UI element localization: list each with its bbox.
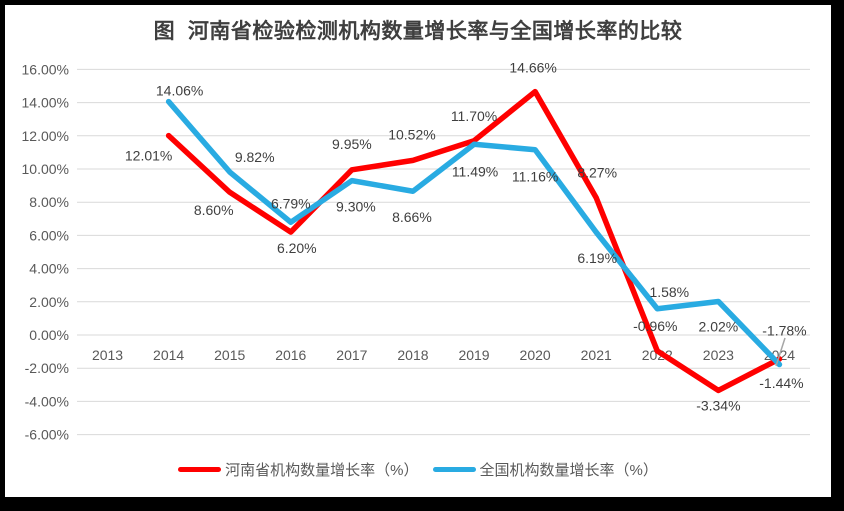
data-label-national: 6.79% <box>271 195 311 211</box>
y-tick-label: 6.00% <box>29 227 69 243</box>
data-label-henan: -0.96% <box>633 318 677 334</box>
data-label-national: 9.30% <box>336 199 376 215</box>
data-label-national: 11.16% <box>512 169 558 185</box>
y-tick-label: 2.00% <box>29 294 69 310</box>
data-label-henan: 6.20% <box>277 240 317 256</box>
data-label-henan: 10.52% <box>388 126 435 142</box>
data-label-national: 11.49% <box>452 163 498 179</box>
x-tick-label: 2021 <box>581 347 612 363</box>
data-label-national: 1.58% <box>649 284 689 300</box>
chart-background <box>5 5 831 497</box>
y-tick-label: -4.00% <box>25 393 69 409</box>
y-tick-label: -2.00% <box>25 360 69 376</box>
series-line-national <box>165 98 783 368</box>
y-tick-label: 10.00% <box>22 161 69 177</box>
legend-swatch-henan <box>178 467 222 472</box>
legend-item-national: 全国机构数量增长率（%） <box>432 459 658 480</box>
legend-label-national: 全国机构数量增长率（%） <box>479 462 658 479</box>
data-label-national: 2.02% <box>699 318 739 334</box>
data-label-henan: 8.27% <box>577 165 617 181</box>
chart-legend: 河南省机构数量增长率（%） 全国机构数量增长率（%） <box>5 459 831 480</box>
x-tick-label: 2015 <box>214 347 245 363</box>
x-tick-label: 2020 <box>520 347 551 363</box>
x-tick-label: 2014 <box>153 347 184 363</box>
data-label-national: -1.78% <box>762 323 806 339</box>
x-tick-label: 2023 <box>703 347 734 363</box>
legend-label-henan: 河南省机构数量增长率（%） <box>225 462 419 479</box>
data-label-henan: 12.01% <box>125 148 172 164</box>
series-line-henan <box>165 88 783 394</box>
y-tick-label: 4.00% <box>29 261 69 277</box>
data-label-henan: -3.34% <box>696 397 740 413</box>
x-tick-label: 2017 <box>336 347 367 363</box>
y-tick-label: 14.00% <box>22 95 69 111</box>
data-label-henan: 9.95% <box>332 136 372 152</box>
data-label-national: 14.06% <box>156 83 203 99</box>
x-tick-label: 2016 <box>275 347 306 363</box>
data-label-henan: -1.44% <box>759 375 803 391</box>
x-tick-label: 2013 <box>92 347 123 363</box>
data-label-henan: 11.70% <box>451 108 497 124</box>
y-tick-label: 8.00% <box>29 194 69 210</box>
data-label-henan: 14.66% <box>509 60 556 76</box>
data-label-national: 6.19% <box>577 250 617 266</box>
legend-item-henan: 河南省机构数量增长率（%） <box>178 459 419 480</box>
y-tick-label: 0.00% <box>29 327 69 343</box>
y-tick-label: 12.00% <box>22 128 69 144</box>
cursor-slash-mark <box>775 337 786 367</box>
x-tick-label: 2019 <box>458 347 489 363</box>
data-label-henan: 8.60% <box>194 202 234 218</box>
data-label-national: 9.82% <box>235 149 275 165</box>
x-tick-label: 2018 <box>397 347 428 363</box>
legend-swatch-national <box>432 467 476 472</box>
y-tick-label: 16.00% <box>22 61 69 77</box>
chart-title: 图 河南省检验检测机构数量增长率与全国增长率的比较 <box>153 20 683 43</box>
data-label-national: 8.66% <box>392 209 432 225</box>
y-tick-label: -6.00% <box>25 427 69 443</box>
